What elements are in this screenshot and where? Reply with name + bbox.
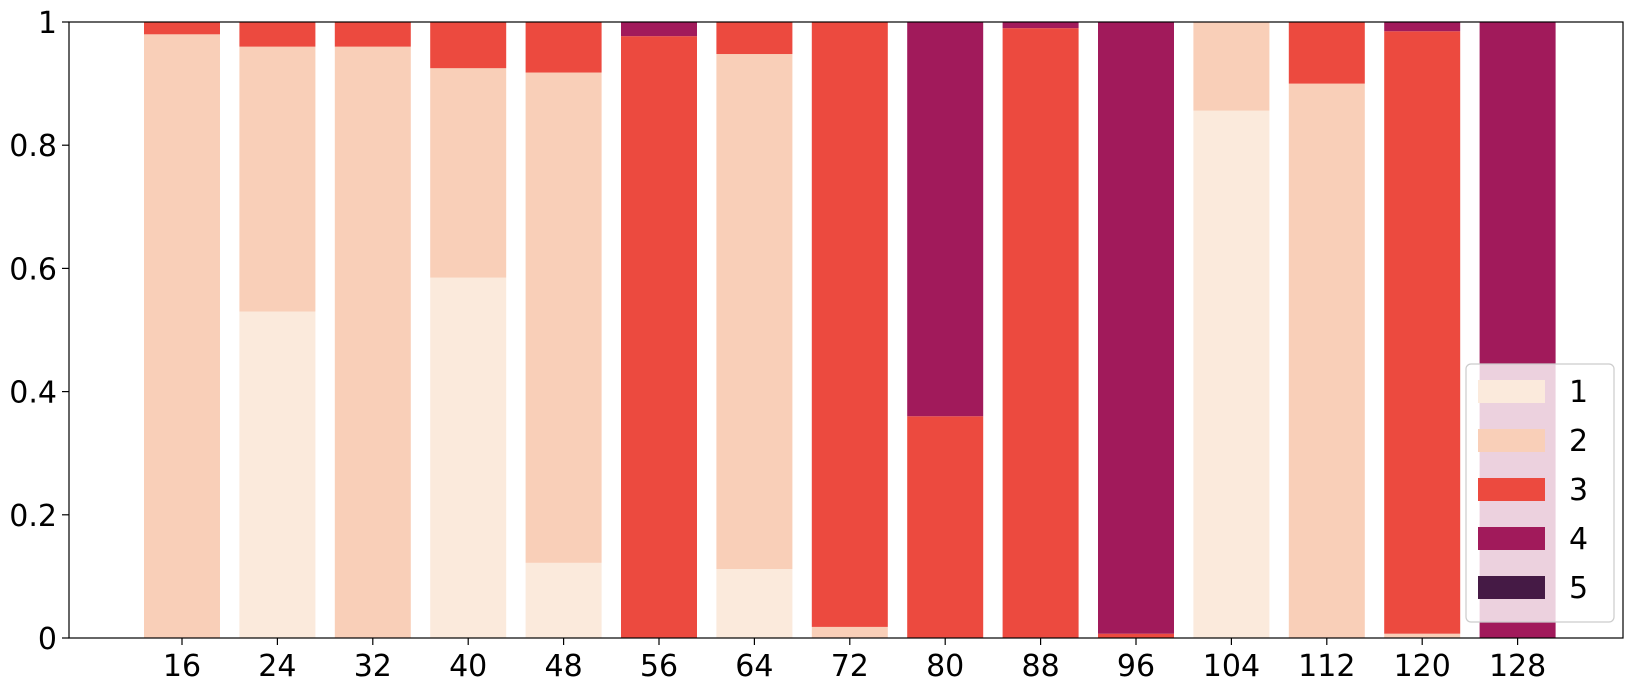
bar-24-series-1 bbox=[239, 311, 316, 638]
y-tick-label: 0.2 bbox=[9, 499, 57, 534]
bar-96-series-4 bbox=[1098, 22, 1174, 634]
legend: 1 2 3 4 5 bbox=[1465, 363, 1615, 623]
y-tick-label: 0.8 bbox=[9, 129, 57, 164]
x-tick-label-120: 120 bbox=[1394, 649, 1451, 684]
bar-24-series-3 bbox=[239, 22, 316, 47]
x-tick-label-72: 72 bbox=[831, 649, 869, 684]
x-tick-label-128: 128 bbox=[1489, 649, 1546, 684]
axes-frame bbox=[68, 21, 1624, 639]
bar-72-series-3 bbox=[811, 22, 888, 627]
bar-16-series-2 bbox=[144, 34, 220, 638]
y-tick-label: 0 bbox=[38, 622, 57, 657]
legend-label-3: 3 bbox=[1569, 473, 1588, 508]
bar-112-series-3 bbox=[1288, 22, 1365, 84]
legend-label-4: 4 bbox=[1569, 522, 1588, 557]
bar-120-series-3 bbox=[1384, 31, 1461, 634]
bar-48-series-2 bbox=[525, 72, 602, 563]
bar-48-series-1 bbox=[525, 562, 602, 638]
bar-120-series-4 bbox=[1384, 22, 1461, 32]
bar-104-series-2 bbox=[1193, 22, 1270, 111]
legend-swatch-5 bbox=[1478, 576, 1545, 599]
y-tick-label: 0.4 bbox=[9, 376, 57, 411]
bar-40-series-2 bbox=[430, 68, 507, 278]
legend-label-1: 1 bbox=[1569, 375, 1588, 410]
bar-80-series-3 bbox=[907, 416, 984, 638]
bar-64-series-3 bbox=[716, 22, 793, 55]
legend-label-5: 5 bbox=[1569, 571, 1588, 606]
bar-24-series-2 bbox=[239, 46, 316, 312]
bar-96-series-3 bbox=[1098, 633, 1174, 638]
legend-swatch-1 bbox=[1478, 380, 1545, 403]
bar-88-series-4 bbox=[1002, 22, 1079, 29]
bar-40-series-3 bbox=[430, 22, 507, 69]
x-tick-label-104: 104 bbox=[1203, 649, 1260, 684]
bar-88-series-3 bbox=[1002, 28, 1079, 639]
legend-swatch-4 bbox=[1478, 527, 1545, 550]
x-tick-label-48: 48 bbox=[545, 649, 583, 684]
bars-group bbox=[144, 22, 1556, 639]
bar-40-series-1 bbox=[430, 277, 507, 638]
bar-120-series-2 bbox=[1384, 633, 1461, 638]
y-tick-label: 0.6 bbox=[9, 252, 57, 287]
legend-swatch-2 bbox=[1478, 429, 1545, 452]
x-tick-label-32: 32 bbox=[354, 649, 392, 684]
bar-32-series-2 bbox=[334, 46, 411, 638]
bar-64-series-1 bbox=[716, 569, 793, 638]
y-axis: 0 0.2 0.4 0.6 0.8 1 bbox=[9, 6, 69, 657]
bar-16-series-3 bbox=[144, 22, 220, 35]
x-tick-label-40: 40 bbox=[449, 649, 487, 684]
bar-104-series-1 bbox=[1193, 110, 1270, 638]
bar-64-series-2 bbox=[716, 54, 793, 570]
x-tick-label-80: 80 bbox=[926, 649, 964, 684]
bar-72-series-2 bbox=[811, 626, 888, 638]
bar-48-series-3 bbox=[525, 22, 602, 73]
legend-label-2: 2 bbox=[1569, 424, 1588, 459]
x-tick-label-24: 24 bbox=[258, 649, 296, 684]
bar-112-series-2 bbox=[1288, 83, 1365, 639]
x-tick-label-56: 56 bbox=[640, 649, 678, 684]
bar-32-series-3 bbox=[334, 22, 411, 47]
x-tick-label-112: 112 bbox=[1298, 649, 1355, 684]
x-tick-label-64: 64 bbox=[735, 649, 773, 684]
bar-80-series-4 bbox=[907, 22, 984, 417]
y-tick-label: 1 bbox=[38, 6, 57, 41]
x-tick-label-16: 16 bbox=[163, 649, 201, 684]
legend-swatch-3 bbox=[1478, 478, 1545, 501]
bar-56-series-4 bbox=[621, 22, 697, 37]
x-axis: 16 24 32 40 48 56 64 72 80 88 96 104 112 120 128 bbox=[163, 638, 1546, 684]
x-tick-label-96: 96 bbox=[1117, 649, 1155, 684]
bar-56-series-3 bbox=[621, 36, 697, 639]
x-tick-label-88: 88 bbox=[1022, 649, 1060, 684]
